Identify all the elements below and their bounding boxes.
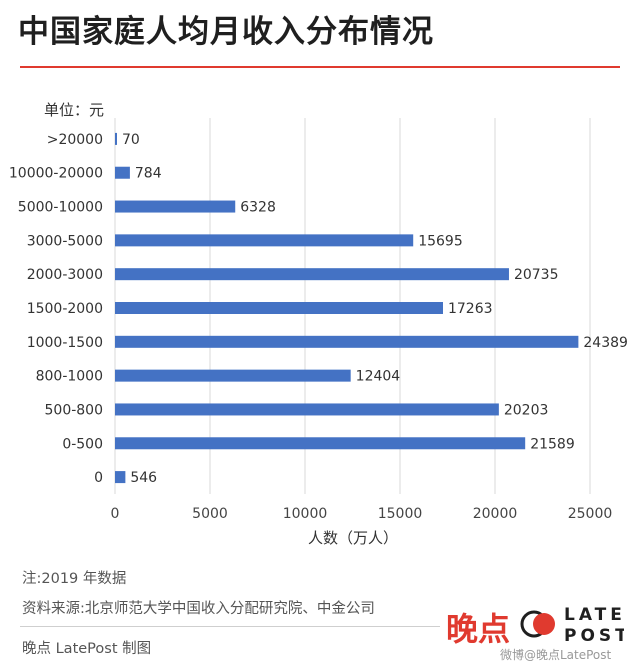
bar (115, 437, 526, 450)
bar (115, 302, 443, 314)
bars (115, 132, 579, 484)
x-tick-label: 0 (111, 506, 120, 522)
bar (115, 369, 351, 382)
bar (115, 471, 126, 484)
category-label: 2000-3000 (27, 267, 103, 283)
bar (115, 132, 117, 145)
x-tick-label: 10000 (283, 506, 328, 522)
bar (115, 200, 236, 213)
data-label: 21589 (530, 436, 575, 452)
logo-line-1: LATE (564, 605, 624, 625)
data-label: 784 (135, 166, 162, 182)
x-axis-title: 人数（万人） (308, 529, 398, 547)
weibo-watermark: 微博@晚点LatePost (500, 648, 612, 662)
bar (115, 166, 130, 179)
data-label: 20203 (504, 402, 549, 418)
brand-name: 晚点 (446, 610, 511, 648)
credit-text: 晚点 LatePost 制图 (22, 641, 152, 657)
category-label: 0 (94, 470, 103, 486)
source-text: 资料来源:北京师范大学中国收入分配研究院、中金公司 (22, 601, 375, 617)
unit-label: 单位：元 (44, 101, 105, 119)
bar-chart: 0 5000 10000 15000 20000 25000 >20000 70 10000-2… (9, 118, 628, 547)
logo-line-2: POST (564, 626, 624, 646)
data-label: 70 (122, 132, 140, 148)
note-text: 注:2019 年数据 (22, 571, 127, 587)
category-label: 0-500 (62, 436, 103, 452)
labels: 0 5000 10000 15000 20000 25000 >20000 70 10000-2… (9, 132, 628, 522)
category-label: 1500-2000 (27, 301, 103, 317)
data-label: 546 (130, 470, 157, 486)
category-label: 3000-5000 (27, 233, 103, 249)
x-tick-label: 15000 (378, 506, 423, 522)
data-label: 17263 (448, 301, 493, 317)
data-label: 6328 (240, 200, 276, 216)
category-label: 1000-1500 (27, 335, 103, 351)
x-tick-label: 25000 (568, 506, 613, 522)
x-tick-label: 5000 (192, 506, 228, 522)
bottom-rule (20, 626, 440, 627)
data-label: 24389 (583, 335, 628, 351)
latepost-logo-icon: LATE POST (520, 605, 624, 646)
page-title: 中国家庭人均月收入分布情况 (18, 14, 434, 50)
data-label: 12404 (356, 369, 401, 385)
category-label: 500-800 (45, 402, 104, 418)
data-label: 15695 (418, 233, 463, 249)
bar (115, 403, 499, 416)
x-tick-label: 20000 (473, 506, 518, 522)
category-label: 800-1000 (36, 369, 103, 385)
category-label: 5000-10000 (18, 200, 103, 216)
title-rule (20, 66, 620, 68)
brand-logo-block: 晚点 LATE POST (446, 600, 624, 648)
data-label: 20735 (514, 267, 559, 283)
category-label: >20000 (47, 132, 103, 148)
bar (115, 335, 579, 348)
bar (115, 268, 509, 281)
category-label: 10000-20000 (9, 166, 103, 182)
bar (115, 234, 414, 247)
